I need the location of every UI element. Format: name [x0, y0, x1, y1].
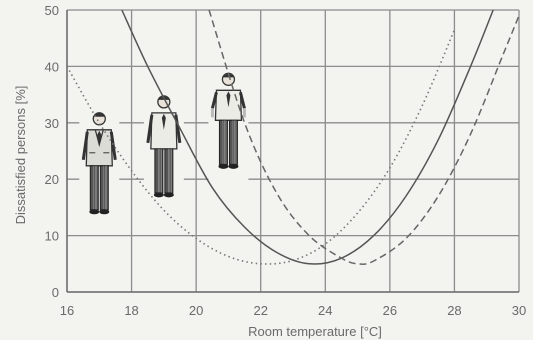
- person-shirt-tie-figure: [143, 91, 184, 212]
- person-suit-jacket-figure: [79, 108, 120, 229]
- y-tick-label: 30: [45, 116, 59, 131]
- x-tick-label: 30: [512, 303, 526, 318]
- grid: [66, 9, 520, 293]
- y-axis-label: Dissatisfied persons [%]: [13, 86, 28, 225]
- x-tick-label: 26: [383, 303, 397, 318]
- x-tick-label: 18: [124, 303, 138, 318]
- y-tick-label: 20: [45, 172, 59, 187]
- x-tick-label: 20: [189, 303, 203, 318]
- y-tick-label: 40: [45, 59, 59, 74]
- x-axis-label: Room temperature [°C]: [248, 324, 382, 339]
- y-tick-label: 0: [52, 285, 59, 300]
- tick-labels: 16 18 20 22 24 26 28 30 0 10 20 30 40 50: [45, 3, 527, 318]
- x-tick-label: 24: [318, 303, 332, 318]
- series-dashed-line: [208, 9, 520, 265]
- y-tick-label: 50: [45, 3, 59, 18]
- series-solid-line: [121, 9, 494, 265]
- person-short-sleeve-figure: [208, 69, 249, 190]
- x-tick-label: 28: [447, 303, 461, 318]
- y-tick-label: 10: [45, 229, 59, 244]
- x-tick-label: 16: [60, 303, 74, 318]
- series: [66, 9, 520, 265]
- x-tick-label: 22: [253, 303, 267, 318]
- series-dotted-line: [66, 29, 456, 265]
- clothing-figures: [79, 69, 249, 229]
